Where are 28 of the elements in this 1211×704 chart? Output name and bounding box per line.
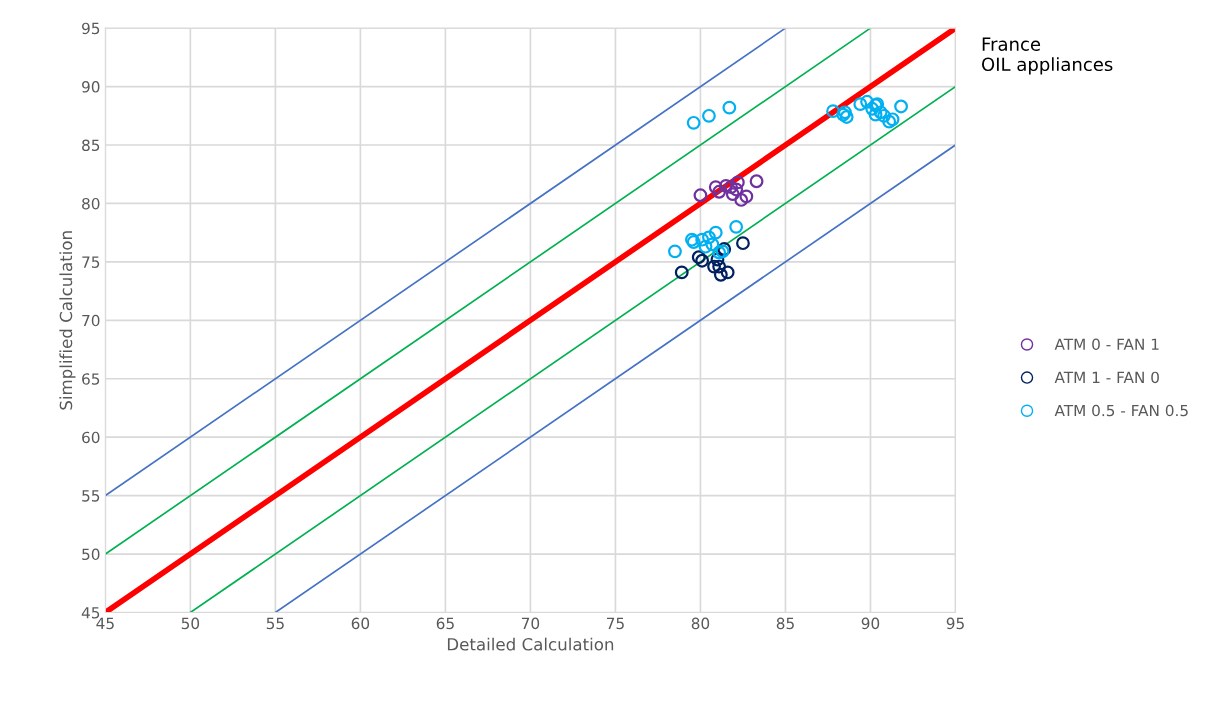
y-tick-label: 65 xyxy=(82,373,100,385)
y-tick-label: 95 xyxy=(82,22,100,35)
y-tick-label: 55 xyxy=(82,490,100,502)
x-tick-label: 80 xyxy=(691,617,710,630)
legend-label: ATM 0.5 - FAN 0.5 xyxy=(1054,404,1188,417)
text: France OIL appliances xyxy=(982,37,1113,75)
y-tick-label: 75 xyxy=(82,256,100,268)
y-tick-label: 80 xyxy=(82,197,100,210)
x-tick-label: 95 xyxy=(946,617,964,630)
y-tick-label: 60 xyxy=(82,431,100,444)
y-tick-label: 90 xyxy=(82,81,100,93)
y-tick-label: 85 xyxy=(82,139,100,152)
x-tick-label: 65 xyxy=(436,617,454,630)
y-axis-title: Simplified Calculation xyxy=(59,231,76,410)
x-tick-label: 70 xyxy=(521,617,540,630)
y-tick-label: 45 xyxy=(81,607,100,619)
x-tick-label: 60 xyxy=(351,617,370,630)
legend-label: ATM 1 - FAN 0 xyxy=(1054,371,1159,384)
x-tick-label: 50 xyxy=(181,617,200,630)
x-tick-label: 55 xyxy=(266,617,284,630)
legend-label: ATM 0 - FAN 1 xyxy=(1054,338,1159,351)
x-tick-label: 75 xyxy=(606,617,624,630)
x-tick-label: 45 xyxy=(96,617,114,630)
y-tick-label: 50 xyxy=(82,548,100,561)
y-tick-label: 70 xyxy=(82,314,100,327)
x-tick-label: 85 xyxy=(776,617,794,630)
x-tick-label: 90 xyxy=(861,617,880,630)
x-axis-title: Detailed Calculation xyxy=(447,637,614,651)
